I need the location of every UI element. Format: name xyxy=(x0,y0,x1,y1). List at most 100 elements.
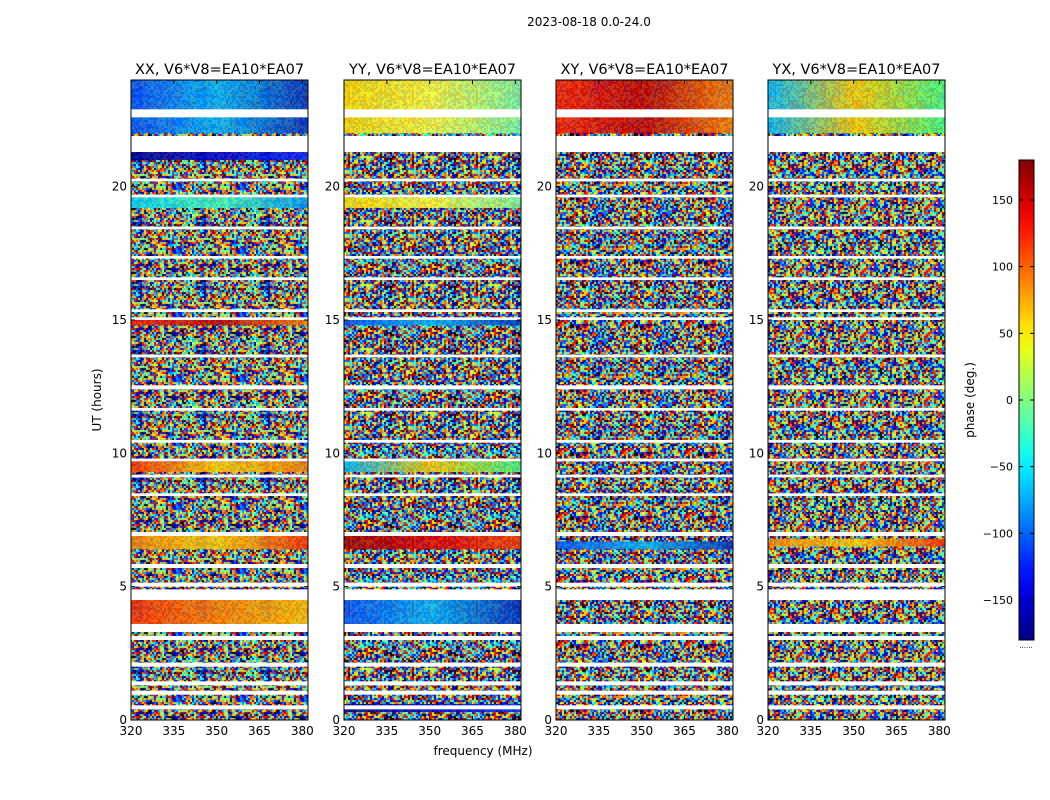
data-gap xyxy=(344,662,521,667)
data-gap xyxy=(556,136,733,152)
data-gap xyxy=(344,194,521,198)
x-tick-label: 380 xyxy=(928,724,951,738)
data-gap xyxy=(556,705,733,710)
data-gap xyxy=(344,136,521,152)
data-gap xyxy=(131,564,308,568)
y-tick-label: 10 xyxy=(112,446,127,460)
data-gap xyxy=(556,532,733,536)
data-gap xyxy=(768,385,945,390)
data-gap xyxy=(344,493,521,496)
data-gap xyxy=(131,309,308,312)
x-tick-label: 380 xyxy=(504,724,527,738)
data-gap xyxy=(768,458,945,462)
data-gap xyxy=(344,636,521,640)
data-gap xyxy=(768,136,945,152)
y-tick-label: 0 xyxy=(756,713,764,727)
coherent-phase-band xyxy=(556,80,733,134)
panel-title: XX, V6*V8=EA10*EA07 xyxy=(135,62,304,78)
data-gap xyxy=(556,317,733,320)
data-gap xyxy=(768,440,945,443)
y-tick-label: 15 xyxy=(325,313,340,327)
data-gap xyxy=(131,408,308,411)
data-gap xyxy=(768,681,945,686)
data-gap xyxy=(768,636,945,640)
x-tick-label: 320 xyxy=(545,724,568,738)
panel-title: YY, V6*V8=EA10*EA07 xyxy=(348,62,516,78)
data-gap xyxy=(768,662,945,667)
coherent-phase-band xyxy=(131,80,308,134)
x-tick-label: 365 xyxy=(885,724,908,738)
data-gap xyxy=(768,109,945,118)
coherent-phase-band xyxy=(556,541,733,550)
data-gap xyxy=(768,408,945,411)
data-gap xyxy=(556,690,733,695)
data-gap xyxy=(768,317,945,320)
x-tick-label: 350 xyxy=(418,724,441,738)
data-gap xyxy=(131,690,308,695)
x-tick-label: 335 xyxy=(162,724,185,738)
data-gap xyxy=(344,385,521,390)
data-gap xyxy=(768,624,945,632)
data-gap xyxy=(556,662,733,667)
y-tick-label: 10 xyxy=(325,446,340,460)
data-gap xyxy=(344,178,521,182)
coherent-phase-band xyxy=(131,152,308,160)
data-gap xyxy=(768,564,945,568)
data-gap xyxy=(768,474,945,478)
x-tick-label: 350 xyxy=(630,724,653,738)
x-tick-label: 380 xyxy=(291,724,314,738)
data-gap xyxy=(344,532,521,536)
y-tick-label: 5 xyxy=(544,580,552,594)
panel-frame xyxy=(343,79,522,721)
y-tick-label: 5 xyxy=(332,580,340,594)
data-gap xyxy=(131,474,308,478)
y-tick-label: 15 xyxy=(749,313,764,327)
x-tick-label: 380 xyxy=(716,724,739,738)
data-gap xyxy=(556,624,733,632)
y-tick-label: 0 xyxy=(544,713,552,727)
data-gap xyxy=(131,109,308,118)
data-gap xyxy=(344,277,521,280)
data-gap xyxy=(131,589,308,600)
colorbar-footnote: ...... xyxy=(1019,642,1032,650)
data-gap xyxy=(131,705,308,710)
data-gap xyxy=(556,681,733,686)
data-gap xyxy=(344,681,521,686)
data-gap xyxy=(344,474,521,478)
phase-noise-field xyxy=(556,80,733,720)
data-gap xyxy=(768,277,945,280)
data-gap xyxy=(344,440,521,443)
x-tick-label: 350 xyxy=(842,724,865,738)
data-gap xyxy=(556,564,733,568)
y-tick-label: 10 xyxy=(749,446,764,460)
data-gap xyxy=(556,256,733,259)
data-gap xyxy=(131,136,308,152)
data-gap xyxy=(556,178,733,182)
coherent-phase-band xyxy=(344,600,521,624)
panel-4: YX, V6*V8=EA10*EA07 320 335 350 365 380 0 5 10 15… xyxy=(749,62,951,738)
coherent-phase-band xyxy=(344,197,521,208)
y-tick-label: 15 xyxy=(537,313,552,327)
coherent-phase-band xyxy=(131,600,308,624)
data-gap xyxy=(768,256,945,259)
x-tick-label: 320 xyxy=(120,724,143,738)
colorbar-tick-label: −100 xyxy=(983,527,1013,540)
data-gap xyxy=(768,178,945,182)
data-gap xyxy=(131,624,308,632)
data-gap xyxy=(556,474,733,478)
data-gap xyxy=(131,354,308,358)
data-gap xyxy=(344,309,521,312)
data-gap xyxy=(131,662,308,667)
coherent-phase-band xyxy=(768,80,945,134)
x-tick-label: 335 xyxy=(799,724,822,738)
data-gap xyxy=(344,705,521,710)
data-gap xyxy=(344,109,521,118)
coherent-phase-band xyxy=(131,320,308,326)
panel-frame xyxy=(767,79,946,721)
colorbar-tick-label: 150 xyxy=(992,194,1013,207)
panel-title: XY, V6*V8=EA10*EA07 xyxy=(560,62,728,78)
coherent-phase-band xyxy=(131,461,308,472)
data-gap xyxy=(556,309,733,312)
data-gap xyxy=(344,354,521,358)
phase-noise-field xyxy=(768,80,945,720)
